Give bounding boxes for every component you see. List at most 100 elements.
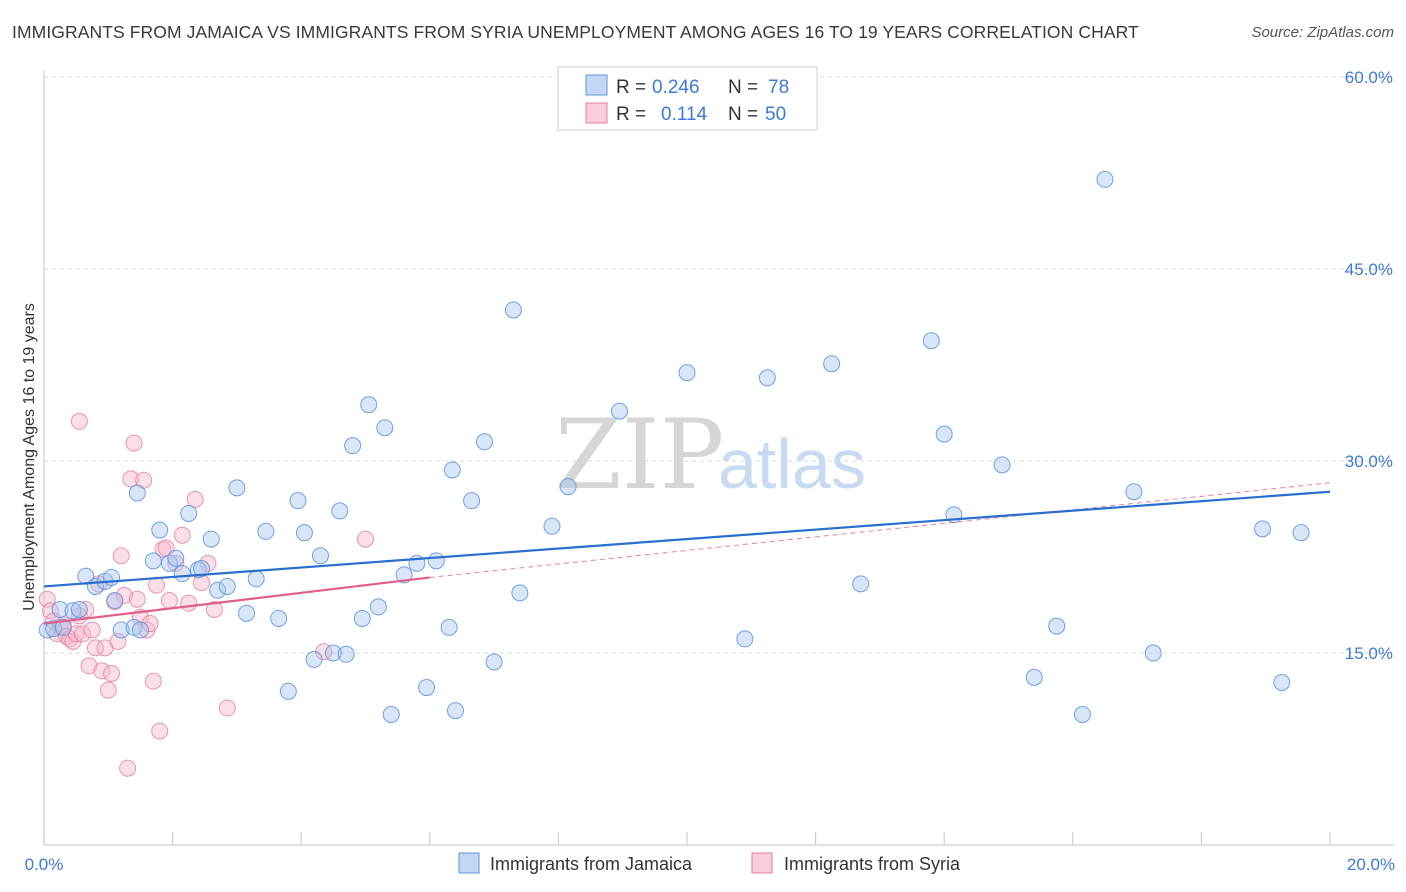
jamaica-point <box>1273 673 1291 691</box>
jamaica-point <box>447 702 465 720</box>
jamaica-point <box>427 552 445 570</box>
legend-bottom-swatch-jamaica <box>458 852 480 874</box>
legend-r-value-syria: 0.114 <box>661 104 708 125</box>
source-credit: Source: ZipAtlas.com <box>1251 24 1394 41</box>
jamaica-point <box>935 425 953 443</box>
jamaica-point <box>395 566 413 584</box>
jamaica-point <box>543 517 561 535</box>
jamaica-point <box>1096 170 1114 188</box>
syria-point <box>186 490 204 508</box>
jamaica-point <box>257 522 275 540</box>
jamaica-point <box>1125 483 1143 501</box>
syria-points <box>38 412 374 777</box>
gridlines <box>44 76 1394 654</box>
jamaica-point <box>64 602 82 620</box>
jamaica-point <box>238 604 256 622</box>
jamaica-point <box>1048 617 1066 635</box>
y-tick-label: 15.0% <box>1345 644 1393 663</box>
legend-top: R = 0.246 N = 78 R = 0.114 N = 50 <box>557 66 818 131</box>
syria-point <box>103 664 121 682</box>
syria-point <box>205 600 223 618</box>
legend-r-value-jamaica: 0.246 <box>652 77 700 98</box>
y-tick-labels: 15.0% 30.0% 45.0% 60.0% <box>1345 68 1393 663</box>
legend-swatch-jamaica <box>585 74 608 96</box>
jamaica-point <box>369 598 387 616</box>
jamaica-point <box>131 621 149 639</box>
watermark-atlas: atlas <box>718 425 866 503</box>
jamaica-points <box>38 170 1310 723</box>
y-tick-label: 45.0% <box>1345 260 1393 279</box>
jamaica-point <box>511 584 529 602</box>
legend-r-label-syria: R = <box>616 104 646 125</box>
jamaica-point <box>360 396 378 414</box>
jamaica-point <box>610 402 628 420</box>
jamaica-point <box>180 504 198 522</box>
jamaica-point <box>485 653 503 671</box>
jamaica-point <box>103 568 121 586</box>
jamaica-point <box>295 524 313 542</box>
chart-title: IMMIGRANTS FROM JAMAICA VS IMMIGRANTS FR… <box>12 22 1139 42</box>
y-tick-label: 30.0% <box>1345 452 1393 471</box>
jamaica-point <box>1292 524 1310 542</box>
jamaica-point <box>353 609 371 627</box>
jamaica-point <box>993 456 1011 474</box>
jamaica-point <box>144 552 162 570</box>
jamaica-point <box>112 621 130 639</box>
legend-r-label-jamaica: R = <box>616 77 646 98</box>
jamaica-point <box>1073 705 1091 723</box>
jamaica-point <box>106 592 124 610</box>
syria-point <box>122 470 140 488</box>
jamaica-point <box>331 502 349 520</box>
jamaica-point <box>504 301 522 319</box>
jamaica-point <box>376 419 394 437</box>
jamaica-point <box>736 630 754 648</box>
x-tick-label-max: 20.0% <box>1347 855 1395 874</box>
legend-bottom-jamaica: Immigrants from Jamaica <box>490 854 693 874</box>
jamaica-point <box>559 478 577 496</box>
syria-point <box>112 547 130 565</box>
jamaica-point <box>51 600 69 618</box>
jamaica-point <box>1253 520 1271 538</box>
jamaica-point <box>823 355 841 373</box>
jamaica-point <box>852 575 870 593</box>
jamaica-point <box>218 577 236 595</box>
jamaica-point <box>758 369 776 387</box>
jamaica-point <box>270 609 288 627</box>
jamaica-point <box>382 705 400 723</box>
jamaica-point <box>324 644 342 662</box>
syria-point <box>160 592 178 610</box>
jamaica-point <box>128 484 146 502</box>
syria-point <box>357 530 374 548</box>
jamaica-point <box>247 570 265 588</box>
jamaica-point <box>202 530 220 548</box>
syria-point <box>151 722 169 740</box>
x-axis-ticks <box>43 832 1331 845</box>
syria-point <box>83 621 101 639</box>
jamaica-point <box>167 549 185 567</box>
watermark-zip: ZIP <box>555 399 724 511</box>
syria-point <box>173 526 191 544</box>
syria-point <box>128 590 146 608</box>
trend-lines <box>43 482 1331 625</box>
jamaica-point <box>311 547 329 565</box>
y-axis-label: Unemployment Among Ages 16 to 19 years <box>21 303 38 611</box>
jamaica-point <box>475 433 493 451</box>
legend-n-value-syria: 50 <box>765 104 786 125</box>
jamaica-point <box>678 364 696 382</box>
syria-point <box>144 672 162 690</box>
syria-point <box>80 657 98 675</box>
syria-point <box>93 662 111 680</box>
legend-n-value-jamaica: 78 <box>768 77 789 98</box>
jamaica-point <box>922 332 940 350</box>
syria-point <box>125 434 143 452</box>
jamaica-point <box>70 600 88 618</box>
jamaica-point <box>54 618 72 636</box>
jamaica-point <box>440 618 458 636</box>
syria-point <box>141 615 159 633</box>
legend-bottom-swatch-syria <box>751 852 773 874</box>
jamaica-point <box>443 461 461 479</box>
jamaica-point <box>289 492 307 510</box>
syria-point <box>218 699 236 717</box>
jamaica-point <box>151 521 169 539</box>
jamaica-point <box>173 565 191 583</box>
